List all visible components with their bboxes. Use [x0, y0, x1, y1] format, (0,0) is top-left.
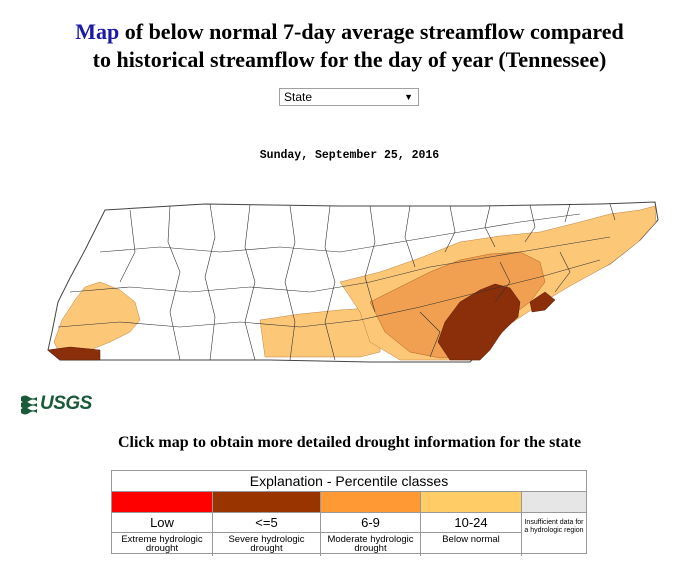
- usgs-logo-text: USGS: [40, 393, 92, 414]
- title-line1: of below normal 7-day average streamflow…: [119, 19, 624, 44]
- legend-description: Below normal: [442, 534, 500, 545]
- legend-swatch: [213, 492, 320, 513]
- legend-class-moderate: 6-9 Moderate hydrologic drought: [321, 492, 421, 556]
- legend-description: Severe hydrologic drought: [228, 534, 305, 554]
- legend-description: Moderate hydrologic drought: [327, 534, 414, 554]
- instruction-text: Click map to obtain more detailed drough…: [117, 434, 582, 451]
- legend-swatch: [421, 492, 521, 513]
- legend-label: 6-9: [321, 513, 420, 533]
- region-severe-drought-3[interactable]: [529, 291, 556, 313]
- legend-description: Insufficient data for a hydrologic regio…: [524, 519, 584, 534]
- legend-label: <=5: [213, 513, 320, 533]
- hydrologic-boundaries: [57, 203, 616, 361]
- legend-label: 10-24: [421, 513, 521, 533]
- map-date: Sunday, September 25, 2016: [259, 149, 440, 162]
- legend-class-low: Low Extreme hydrologic drought: [112, 492, 213, 556]
- region-severe-drought[interactable]: [437, 283, 521, 361]
- title-line2: to historical streamflow for the day of …: [92, 47, 607, 72]
- tennessee-drought-map[interactable]: [40, 192, 665, 367]
- legend-swatch: [321, 492, 420, 513]
- usgs-wave-icon: [21, 395, 37, 415]
- legend-title: Explanation - Percentile classes: [112, 471, 586, 492]
- map-link[interactable]: Map: [75, 19, 120, 44]
- legend-class-insufficient: Insufficient data for a hydrologic regio…: [522, 492, 586, 556]
- legend-description: Extreme hydrologic drought: [121, 534, 203, 554]
- legend-class-severe: <=5 Severe hydrologic drought: [213, 492, 321, 556]
- region-below-normal-west[interactable]: [53, 281, 141, 355]
- legend-columns: Low Extreme hydrologic drought <=5 Sever…: [112, 492, 586, 556]
- page-title: Map of below normal 7-day average stream…: [0, 18, 699, 74]
- legend: Explanation - Percentile classes Low Ext…: [111, 470, 587, 556]
- state-dropdown-value: State: [284, 90, 313, 104]
- legend-label: Low: [112, 513, 212, 533]
- chevron-down-icon: ▼: [404, 92, 413, 102]
- state-dropdown[interactable]: State ▼: [279, 88, 419, 106]
- legend-class-below-normal: 10-24 Below normal: [421, 492, 522, 556]
- region-severe-drought-2[interactable]: [47, 346, 101, 361]
- legend-swatch: [522, 492, 586, 513]
- legend-swatch: [112, 492, 212, 513]
